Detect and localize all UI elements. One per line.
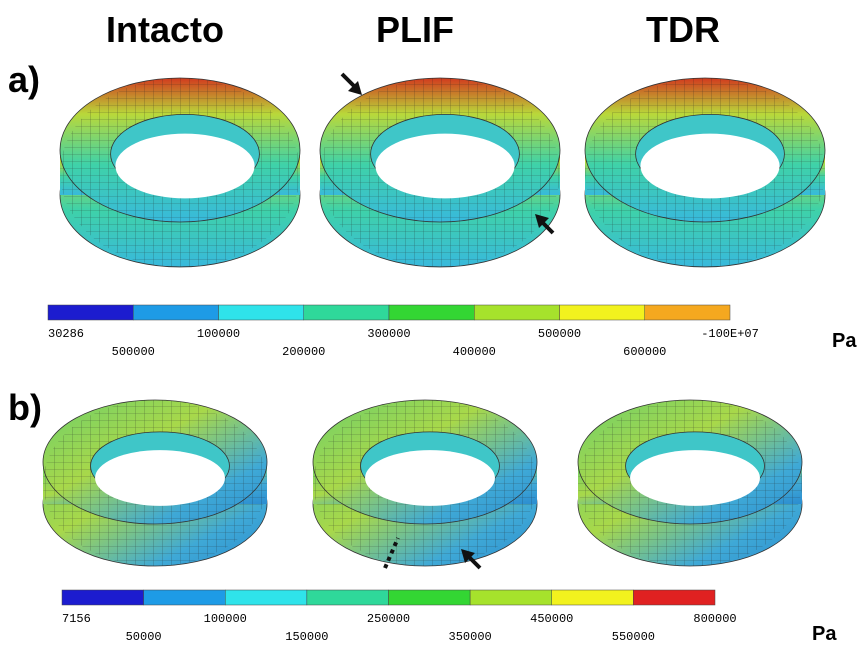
- colorbar-label: 350000: [449, 630, 492, 644]
- colorbar-label: 550000: [612, 630, 655, 644]
- colorbar-label: 500000: [538, 327, 581, 341]
- column-header: Intacto: [106, 9, 224, 50]
- page: {"headers": ["Intacto", "PLIF", "TDR"], …: [0, 0, 865, 648]
- column-header: TDR: [646, 9, 720, 50]
- disc-model: [60, 78, 300, 267]
- colorbar-label: -100E+07: [701, 327, 759, 341]
- colorbar-label: 100000: [197, 327, 240, 341]
- disc-model: [320, 78, 560, 267]
- disc-hole: [365, 450, 495, 506]
- colorbar-label: 800000: [693, 612, 736, 626]
- colorbar-segment: [144, 590, 226, 605]
- unit: Pa: [812, 623, 837, 645]
- disc-hole: [115, 134, 254, 199]
- disc-hole: [375, 134, 514, 199]
- disc-hole: [630, 450, 760, 506]
- colorbar-segment: [304, 305, 389, 320]
- colorbar-label: 200000: [282, 345, 325, 359]
- colorbar-segment: [48, 305, 133, 320]
- unit: Pa: [832, 330, 857, 352]
- models: [43, 78, 825, 566]
- colorbar-segment: [633, 590, 715, 605]
- colorbar-label: 300000: [367, 327, 410, 341]
- colorbar-segment: [645, 305, 730, 320]
- disc-model: [43, 400, 267, 566]
- colorbar-label: 50000: [126, 630, 162, 644]
- disc-hole: [95, 450, 225, 506]
- colorbar-segment: [470, 590, 552, 605]
- colorbar-segment: [560, 305, 645, 320]
- figure: Intacto PLIF TDR a) b) Pa Pa 30286 100000…: [0, 0, 865, 648]
- colorbar-segment: [219, 305, 304, 320]
- panel-label: b): [8, 387, 42, 428]
- colorbar-label: 7156: [62, 612, 91, 626]
- colorbar-segment: [552, 590, 634, 605]
- colorbar-label: 400000: [453, 345, 496, 359]
- colorbar-segment: [389, 590, 471, 605]
- panel-label: a): [8, 59, 40, 100]
- colorbar-segment: [133, 305, 218, 320]
- column-header: PLIF: [376, 9, 454, 50]
- colorbar-segment: [307, 590, 389, 605]
- colorbar-label: 450000: [530, 612, 573, 626]
- disc-hole: [640, 134, 779, 199]
- colorbar-label: 150000: [285, 630, 328, 644]
- disc-model: [578, 400, 802, 566]
- disc-model: [313, 400, 537, 566]
- colorbar-segment: [225, 590, 307, 605]
- colorbar-label: 100000: [204, 612, 247, 626]
- colorbar-segment: [62, 590, 144, 605]
- colorbar-label: 500000: [112, 345, 155, 359]
- disc-model: [585, 78, 825, 267]
- colorbar-label: 250000: [367, 612, 410, 626]
- colorbar-segment: [474, 305, 559, 320]
- colorbar-segment: [389, 305, 474, 320]
- colorbar-label: 600000: [623, 345, 666, 359]
- colorbar-label: 30286: [48, 327, 84, 341]
